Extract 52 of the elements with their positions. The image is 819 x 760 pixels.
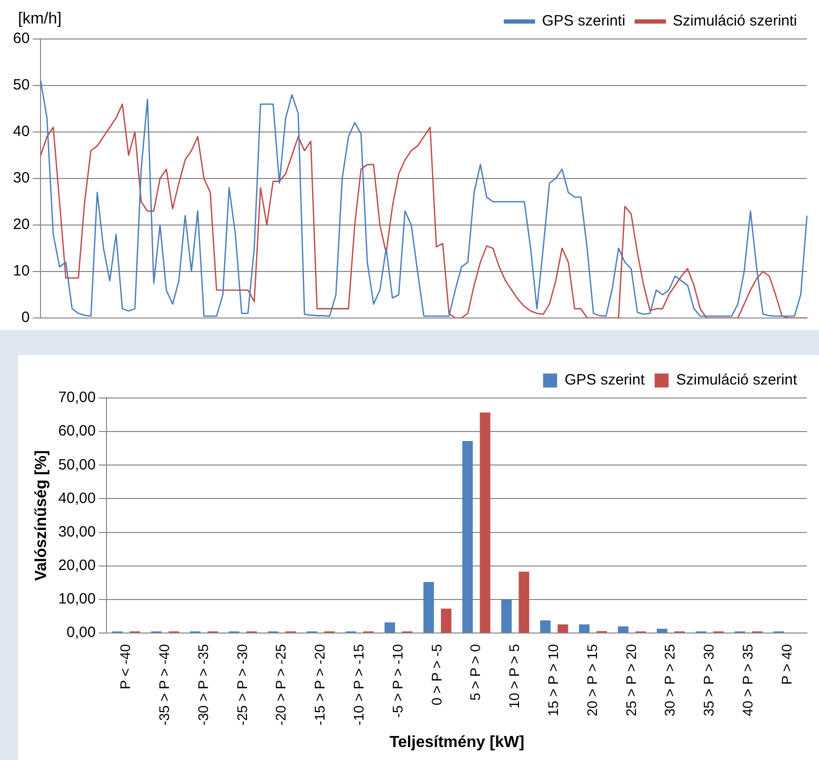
- y-tick-label: 50,00: [58, 456, 96, 474]
- x-tick-label: 40 > P > 35: [740, 644, 756, 716]
- x-tick-label: 0 > P > -5: [428, 644, 444, 706]
- bar: [462, 440, 473, 633]
- legend-label: Szimuláció szerint: [676, 372, 798, 389]
- bar: [558, 624, 568, 633]
- bar: [480, 412, 490, 633]
- x-tick-label: -5 > P > -10: [389, 644, 406, 718]
- bar: [618, 626, 628, 633]
- x-tick-label: -25 > P > -30: [234, 644, 250, 726]
- y-tick-label: 30: [12, 170, 30, 187]
- bar: [656, 628, 668, 633]
- x-axis-title: Teljesítmény [kW]: [389, 734, 524, 751]
- y-tick-label: 10: [12, 262, 30, 280]
- y-tick-label: 20: [12, 216, 30, 234]
- bar: [501, 600, 512, 633]
- x-tick-label: 10 > P > 5: [506, 644, 522, 708]
- x-tick-label: 20 > P > 15: [584, 644, 600, 716]
- x-tick-label: -20 > P > -25: [272, 644, 289, 726]
- x-tick-label: 35 > P > 30: [700, 644, 717, 716]
- y-axis-title: Valószínűség [%]: [33, 450, 50, 581]
- x-tick-label: 15 > P > 10: [544, 644, 561, 716]
- x-tick-label: 25 > P > 20: [622, 644, 639, 716]
- y-tick-label: 60: [12, 30, 30, 48]
- bar: [518, 572, 530, 633]
- bar: [540, 620, 551, 633]
- x-tick-label: -10 > P > -15: [350, 644, 366, 726]
- bar: [384, 622, 396, 633]
- x-tick-label: -35 > P > -40: [156, 644, 172, 726]
- bar: [579, 624, 590, 633]
- y-tick-label: 40,00: [58, 490, 96, 507]
- y-tick-label: 20,00: [58, 557, 96, 574]
- y-tick-label: 70,00: [58, 389, 96, 406]
- bar: [423, 582, 434, 633]
- y-tick-label: 50: [12, 76, 30, 94]
- x-tick-label: 5 > P > 0: [467, 644, 484, 701]
- y-tick-label: 10,00: [58, 590, 96, 608]
- x-tick-label: -30 > P > -35: [194, 644, 211, 726]
- y-tick-label: 30,00: [58, 523, 96, 540]
- x-tick-label: P > 40: [778, 644, 794, 685]
- y-tick-label: 0: [21, 309, 30, 326]
- legend-label: GPS szerint: [564, 372, 646, 389]
- x-tick-label: -15 > P > -20: [312, 644, 328, 726]
- y-tick-label: 0,00: [66, 624, 96, 642]
- y-tick-label: 60,00: [58, 422, 96, 440]
- y-axis-title: [km/h]: [18, 10, 62, 28]
- legend-label: Szimuláció szerinti: [672, 12, 798, 30]
- x-tick-label: 30 > P > 25: [662, 644, 678, 716]
- legend-label: GPS szerinti: [542, 12, 626, 30]
- y-tick-label: 40: [12, 123, 30, 140]
- x-tick-label: P < -40: [117, 644, 134, 690]
- bar: [440, 608, 452, 633]
